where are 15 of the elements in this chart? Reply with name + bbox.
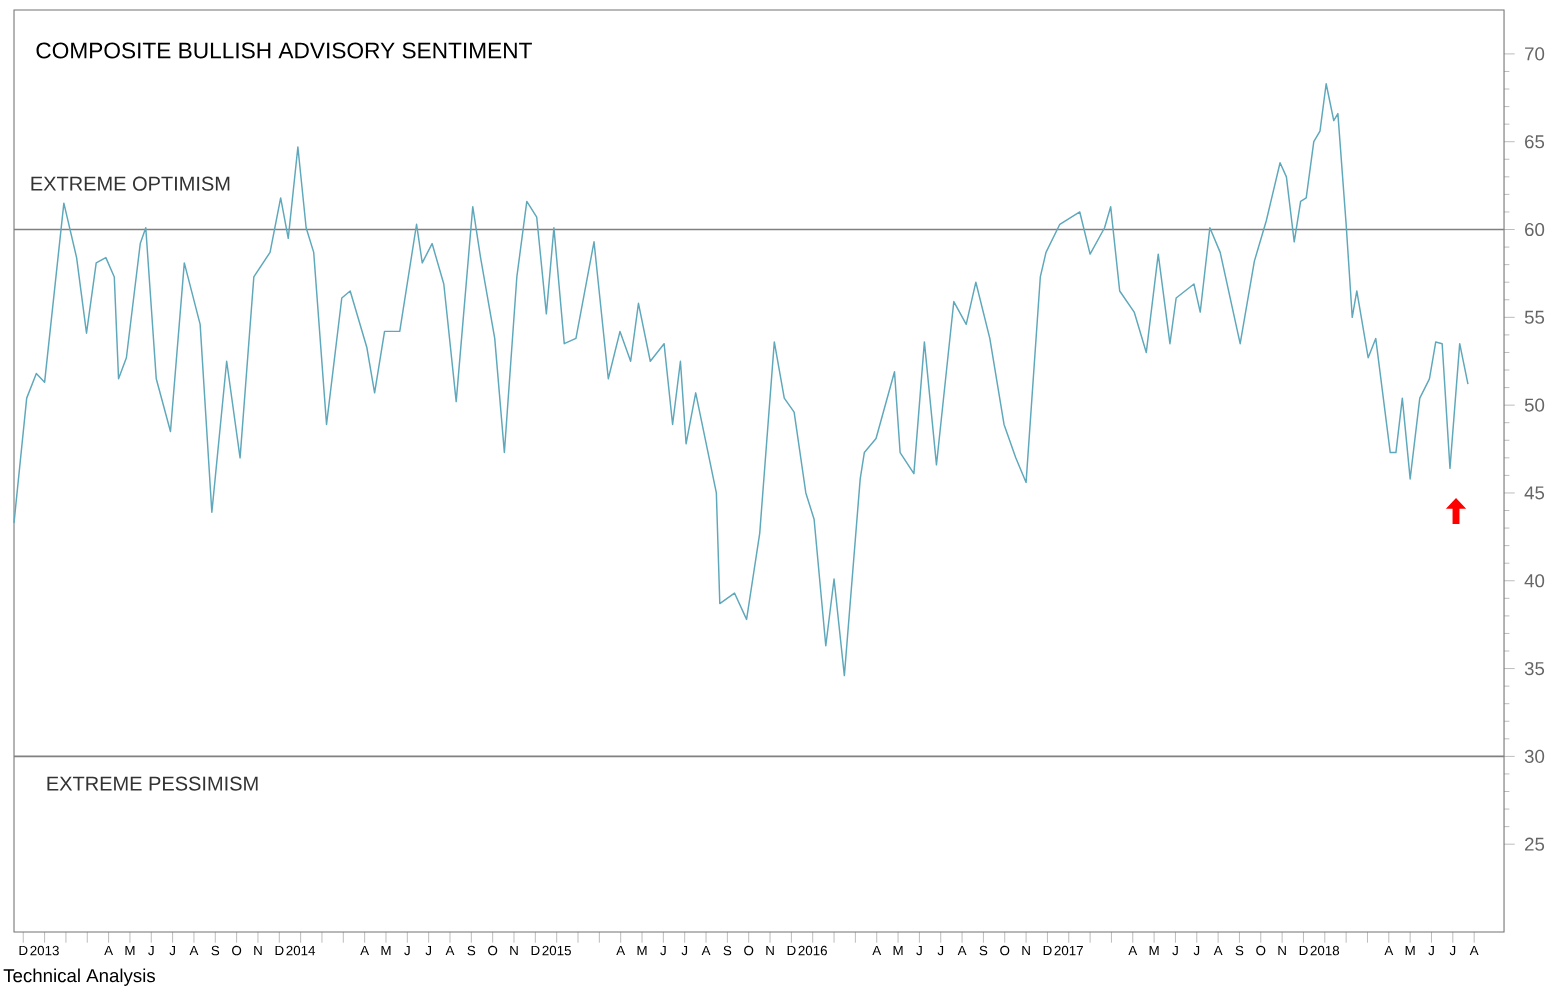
- y-tick-label: 55: [1524, 310, 1545, 324]
- text: COMPOSITE BULLISH ADVISORY SENTIMENT: [36, 42, 532, 59]
- ref-line-label: EXTREME OPTIMISM: [31, 176, 230, 191]
- line-series: [13, 83, 1469, 677]
- y-tick-label: 60: [1525, 222, 1545, 237]
- y-tick-label: 50: [1524, 398, 1545, 412]
- y-tick-label: 65: [1525, 135, 1545, 149]
- y-tick-label: 45: [1524, 486, 1545, 500]
- ref-line-label: EXTREME PESSIMISM: [47, 776, 258, 791]
- y-tick-label: 70: [1525, 47, 1545, 61]
- y-tick-label: 25: [1525, 837, 1545, 851]
- y-tick-label: 35: [1524, 661, 1545, 676]
- y-tick-label: 40: [1524, 574, 1545, 588]
- y-tick-label: 30: [1524, 749, 1545, 763]
- text: Technical Analysis: [3, 968, 155, 986]
